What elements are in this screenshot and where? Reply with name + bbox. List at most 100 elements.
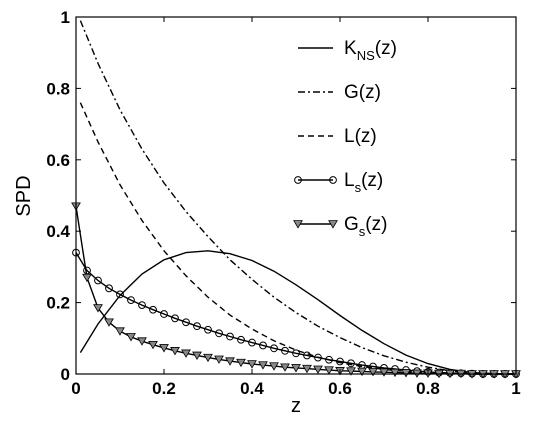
- data-point: [368, 368, 378, 377]
- data-point: [270, 344, 278, 353]
- legend-label-subscript: NS: [357, 48, 375, 63]
- x-tick-label: 0.6: [328, 379, 352, 398]
- legend-label-subscript: s: [359, 224, 366, 239]
- legend-marker: [294, 176, 302, 184]
- data-point: [336, 357, 344, 366]
- x-tick-label: 0.4: [240, 379, 264, 398]
- legend-label: L(z): [344, 126, 377, 147]
- data-point: [94, 276, 102, 285]
- data-point: [313, 365, 323, 374]
- data-point: [357, 367, 367, 377]
- y-tick-label: 0.2: [46, 294, 70, 313]
- data-point: [379, 368, 389, 377]
- data-point: [115, 327, 125, 336]
- legend-label-main: L: [344, 126, 355, 147]
- data-point: [160, 310, 168, 318]
- legend-marker: [329, 176, 337, 184]
- data-point: [347, 359, 355, 368]
- data-point: [138, 301, 146, 309]
- data-point: [390, 368, 400, 378]
- legend-label-suffix: (z): [359, 82, 381, 103]
- data-point: [248, 338, 256, 347]
- series-4: [71, 202, 521, 379]
- data-point: [303, 351, 311, 360]
- series-line: [75, 206, 516, 375]
- legend-marker: [328, 220, 338, 229]
- legend-label: G(z): [344, 82, 381, 103]
- data-point: [137, 337, 147, 346]
- legend-label-main: G: [344, 82, 359, 103]
- data-point: [225, 357, 235, 366]
- series-3: [72, 248, 520, 378]
- data-point: [214, 355, 224, 364]
- y-tick-label: 0.8: [46, 79, 70, 98]
- data-point: [148, 340, 158, 350]
- x-tick-label: 0: [71, 379, 80, 398]
- x-tick-label: 0.2: [152, 379, 176, 398]
- data-point: [281, 346, 289, 355]
- data-point: [93, 304, 103, 313]
- series-1: [79, 20, 517, 375]
- data-point: [170, 347, 180, 356]
- data-point: [181, 349, 191, 358]
- data-point: [346, 367, 356, 376]
- data-point: [314, 353, 322, 362]
- legend-label-main: G: [344, 214, 359, 235]
- data-point: [116, 290, 124, 299]
- data-point: [105, 284, 113, 293]
- data-point: [269, 362, 279, 371]
- y-tick-label: 0: [61, 365, 70, 384]
- data-point: [127, 296, 135, 305]
- series-line: [79, 20, 517, 375]
- legend-label: Gs(z): [344, 214, 387, 239]
- data-point: [236, 358, 246, 368]
- x-tick-label: 1: [511, 379, 520, 398]
- axis-ticks: 0 0.2 0.4 0.6 0.8 1 0 0.2 0.4 0.6 0.8 1: [46, 8, 520, 398]
- y-axis-label: SPD: [13, 175, 35, 216]
- data-point: [149, 305, 157, 314]
- legend-entry: Ls(z): [294, 170, 383, 195]
- legend-label-suffix: (z): [355, 126, 377, 147]
- data-point: [292, 349, 300, 358]
- legend-label-suffix: (z): [361, 170, 383, 191]
- data-point: [259, 341, 267, 350]
- data-point: [126, 333, 136, 342]
- y-tick-label: 1: [61, 8, 70, 27]
- data-point: [237, 335, 245, 344]
- data-point: [325, 355, 333, 364]
- legend-label-suffix: (z): [375, 38, 397, 59]
- series-0: [79, 250, 517, 375]
- legend-marker: [293, 220, 303, 229]
- data-point: [302, 364, 312, 374]
- data-point: [324, 366, 334, 375]
- legend-label-subscript: s: [355, 180, 362, 195]
- data-point: [247, 360, 257, 369]
- data-point: [182, 318, 190, 327]
- legend-entry: KNS(z): [298, 38, 397, 63]
- plot-frame: [75, 16, 517, 375]
- data-point: [204, 325, 212, 334]
- data-point: [226, 332, 234, 341]
- data-point: [159, 344, 169, 353]
- data-point: [192, 351, 202, 361]
- legend-entry: G(z): [298, 82, 381, 103]
- curves: [71, 20, 521, 379]
- series-line: [79, 250, 517, 375]
- data-point: [401, 369, 411, 378]
- series-2: [79, 102, 516, 375]
- data-point: [171, 314, 179, 323]
- y-tick-label: 0.6: [46, 151, 70, 170]
- y-tick-label: 0.4: [46, 222, 70, 241]
- data-point: [104, 318, 114, 327]
- data-point: [280, 363, 290, 372]
- legend-label-main: L: [344, 170, 355, 191]
- series-line: [75, 252, 516, 375]
- data-point: [258, 361, 268, 370]
- legend-label: KNS(z): [344, 38, 397, 63]
- data-point: [203, 353, 213, 363]
- legend-entry: Gs(z): [293, 214, 387, 239]
- data-point: [291, 364, 301, 373]
- data-point: [193, 322, 201, 331]
- x-tick-label: 0.8: [416, 379, 440, 398]
